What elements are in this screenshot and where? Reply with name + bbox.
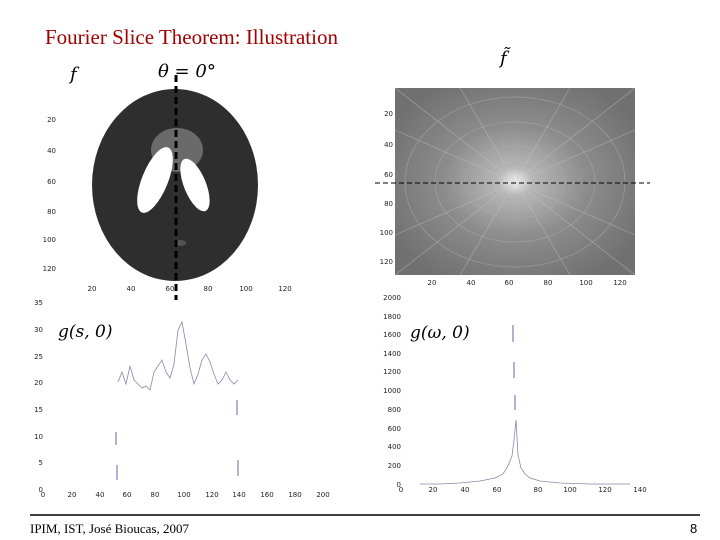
x-tick-label: 80: [204, 285, 213, 293]
x-tick-label: 120: [205, 491, 218, 499]
x-tick-label: 160: [260, 491, 273, 499]
x-tick-label: 200: [316, 491, 329, 499]
figure-label: f̃: [498, 46, 511, 69]
page-number: 8: [690, 521, 697, 536]
y-tick-label: 40: [384, 141, 393, 149]
y-tick-label: 600: [388, 425, 401, 433]
y-tick-label: 100: [43, 236, 56, 244]
x-tick-label: 140: [232, 491, 245, 499]
x-tick-label: 140: [633, 486, 646, 494]
y-tick-label: 200: [388, 462, 401, 470]
x-tick-label: 20: [428, 279, 437, 287]
y-tick-label: 120: [380, 258, 393, 266]
x-tick-label: 40: [461, 486, 470, 494]
y-tick-label: 60: [384, 171, 393, 179]
x-tick-label: 100: [177, 491, 190, 499]
y-tick-label: 15: [34, 406, 43, 414]
y-tick-label: 0: [397, 481, 401, 489]
y-tick-label: 400: [388, 443, 401, 451]
y-tick-label: 800: [388, 406, 401, 414]
figure-label: g(s, 0): [58, 322, 113, 342]
x-tick-label: 120: [278, 285, 291, 293]
y-tick-label: 20: [34, 379, 43, 387]
y-tick-label: 10: [34, 433, 43, 441]
y-tick-label: 30: [34, 326, 43, 334]
x-tick-label: 60: [505, 279, 514, 287]
y-tick-label: 120: [43, 265, 56, 273]
x-tick-label: 100: [579, 279, 592, 287]
y-tick-label: 35: [34, 299, 43, 307]
y-tick-label: 1200: [383, 368, 401, 376]
x-tick-label: 40: [127, 285, 136, 293]
x-tick-label: 60: [123, 491, 132, 499]
x-tick-label: 80: [534, 486, 543, 494]
x-tick-label: 120: [613, 279, 626, 287]
y-tick-label: 20: [47, 116, 56, 124]
slice-spikes: [512, 325, 516, 410]
x-tick-label: 60: [166, 285, 175, 293]
y-tick-label: 5: [39, 459, 43, 467]
y-tick-label: 0: [39, 486, 43, 494]
y-tick-label: 1800: [383, 313, 401, 321]
y-tick-label: 25: [34, 353, 43, 361]
y-tick-label: 1600: [383, 331, 401, 339]
x-tick-label: 100: [563, 486, 576, 494]
x-tick-label: 20: [429, 486, 438, 494]
x-tick-label: 20: [88, 285, 97, 293]
x-tick-label: 40: [96, 491, 105, 499]
x-tick-label: 0: [399, 486, 403, 494]
x-tick-label: 0: [41, 491, 45, 499]
angle-label: θ = 0°: [158, 61, 216, 82]
y-tick-label: 1400: [383, 350, 401, 358]
figure-label: f: [68, 64, 80, 85]
x-tick-label: 60: [493, 486, 502, 494]
y-tick-label: 20: [384, 110, 393, 118]
footer-credit: IPIM, IST, José Bioucas, 2007: [30, 521, 190, 536]
x-tick-label: 80: [151, 491, 160, 499]
slide-title: Fourier Slice Theorem: Illustration: [45, 25, 338, 49]
fourier-image: [394, 87, 636, 276]
y-tick-label: 2000: [383, 294, 401, 302]
y-tick-label: 80: [47, 208, 56, 216]
figure-label: g(ω, 0): [410, 323, 470, 343]
x-tick-label: 180: [288, 491, 301, 499]
y-tick-label: 60: [47, 178, 56, 186]
slice-curve: [420, 419, 630, 485]
y-tick-label: 80: [384, 200, 393, 208]
y-tick-label: 100: [380, 229, 393, 237]
projection-spikes: [115, 400, 239, 480]
x-tick-label: 20: [68, 491, 77, 499]
x-tick-label: 120: [598, 486, 611, 494]
y-tick-label: 40: [47, 147, 56, 155]
x-tick-label: 100: [239, 285, 252, 293]
projection-curve: [117, 320, 239, 391]
y-tick-label: 1000: [383, 387, 401, 395]
x-tick-label: 80: [544, 279, 553, 287]
x-tick-label: 40: [467, 279, 476, 287]
